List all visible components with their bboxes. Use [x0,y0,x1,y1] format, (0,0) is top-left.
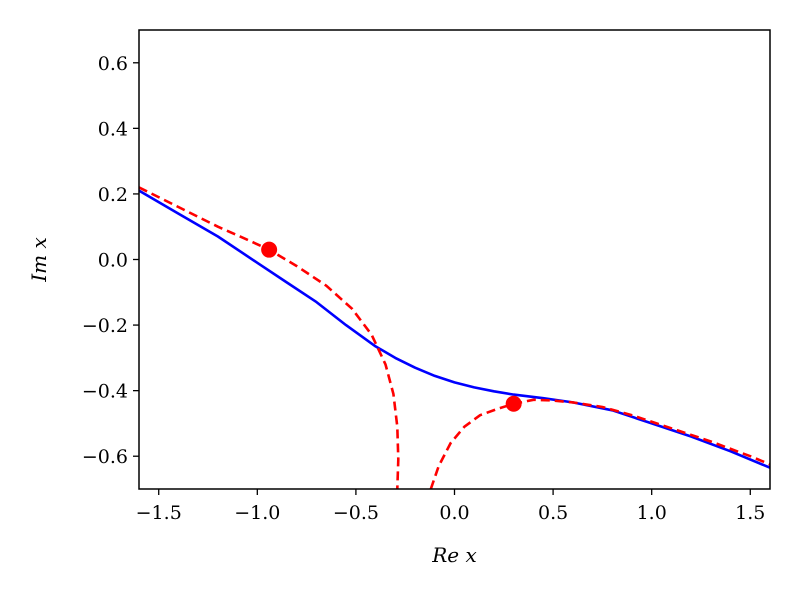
y-tick-label: 0.0 [98,250,128,272]
y-tick-label: −0.4 [82,381,128,403]
series-line-2 [139,186,400,489]
x-tick-label: −1.0 [234,502,280,524]
y-tick-label: 0.4 [98,118,128,140]
series-line-3 [429,398,770,489]
marker-point-1 [261,241,278,258]
series-line-1 [139,189,770,469]
x-tick-label: −1.5 [136,502,182,524]
plot-frame [138,29,771,490]
x-tick-label: 1.5 [735,502,765,524]
y-axis-label: Im x [27,237,51,283]
plot-area [139,186,770,489]
y-tick-label: 0.6 [98,53,128,75]
y-tick-label: −0.2 [82,315,128,337]
x-tick-label: 0.0 [439,502,469,524]
x-tick-label: 1.0 [637,502,667,524]
x-tick-label: 0.5 [538,502,568,524]
x-tick-label: −0.5 [333,502,379,524]
marker-point-2 [505,395,522,412]
ticks: −1.5 −1.0 −0.5 0.0 0.5 1.0 1.5 0.6 0.4 0.2 0.0 −0.2… [82,53,766,524]
y-tick-label: 0.2 [98,184,128,206]
x-axis-label: Re x [431,543,477,567]
y-tick-label: −0.6 [82,446,128,468]
